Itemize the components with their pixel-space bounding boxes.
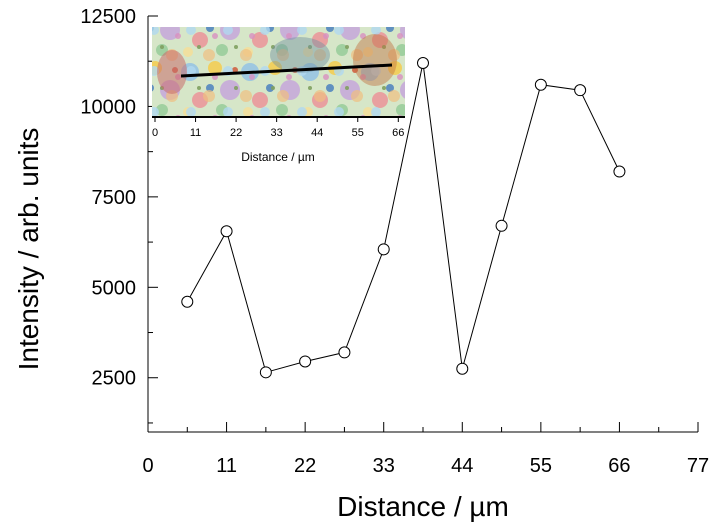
x-tick-label: 77 bbox=[687, 455, 709, 477]
inset-axis-tick-labels: 0 11 22 33 44 55 66 bbox=[152, 127, 404, 139]
y-tick-label: 2500 bbox=[92, 368, 137, 390]
data-point bbox=[220, 225, 233, 238]
inset-tick-label: 33 bbox=[271, 127, 283, 139]
x-axis-title: Distance / µm bbox=[337, 491, 509, 522]
x-axis-major-ticks bbox=[147, 422, 699, 432]
x-tick-label: 0 bbox=[142, 455, 153, 477]
inset-axis-ticks bbox=[154, 117, 399, 122]
micrograph-dark-feature-right bbox=[353, 34, 397, 86]
data-point bbox=[338, 346, 351, 359]
inset-micrograph: 0 11 22 33 44 55 66 Distance / µm bbox=[152, 27, 405, 164]
y-tick-label: 12500 bbox=[80, 6, 136, 28]
data-point bbox=[495, 219, 508, 232]
x-tick-label: 22 bbox=[294, 455, 316, 477]
y-tick-label: 5000 bbox=[92, 277, 137, 299]
x-tick-label: 44 bbox=[451, 455, 473, 477]
micrograph-dark-feature-left bbox=[157, 50, 187, 94]
data-point bbox=[259, 366, 272, 379]
data-point bbox=[417, 57, 429, 70]
x-tick-label: 66 bbox=[608, 455, 630, 477]
data-point bbox=[574, 84, 587, 97]
y-axis-tick-labels: 2500 5000 7500 10000 12500 bbox=[80, 6, 136, 390]
y-axis-title: Intensity / arb. units bbox=[13, 128, 44, 371]
inset-tick-label: 44 bbox=[311, 127, 323, 139]
data-point bbox=[299, 355, 312, 368]
data-point bbox=[534, 78, 547, 91]
series-0-line bbox=[186, 62, 620, 373]
inset-axis-title: Distance / µm bbox=[241, 150, 315, 164]
inset-tick-label: 0 bbox=[152, 127, 158, 139]
x-tick-label: 33 bbox=[373, 455, 395, 477]
inset-tick-label: 55 bbox=[352, 127, 364, 139]
micrograph-dark-feature-mid bbox=[270, 37, 330, 73]
series-0-markers bbox=[181, 57, 626, 379]
data-point bbox=[613, 165, 626, 178]
data-point bbox=[181, 295, 194, 308]
inset-tick-label: 66 bbox=[392, 127, 404, 139]
inset-tick-label: 11 bbox=[190, 127, 201, 139]
x-tick-label: 55 bbox=[530, 455, 552, 477]
inset-tick-label: 22 bbox=[230, 127, 242, 139]
data-point bbox=[456, 362, 469, 375]
y-tick-label: 10000 bbox=[80, 96, 136, 118]
x-tick-label: 11 bbox=[216, 455, 237, 477]
y-tick-label: 7500 bbox=[92, 187, 137, 209]
series-0 bbox=[181, 57, 626, 379]
x-axis-minor-ticks bbox=[186, 427, 660, 432]
line-scan-path bbox=[180, 63, 393, 78]
x-axis-tick-labels: 0 11 22 33 44 55 66 77 bbox=[142, 455, 709, 477]
data-point bbox=[377, 243, 390, 256]
